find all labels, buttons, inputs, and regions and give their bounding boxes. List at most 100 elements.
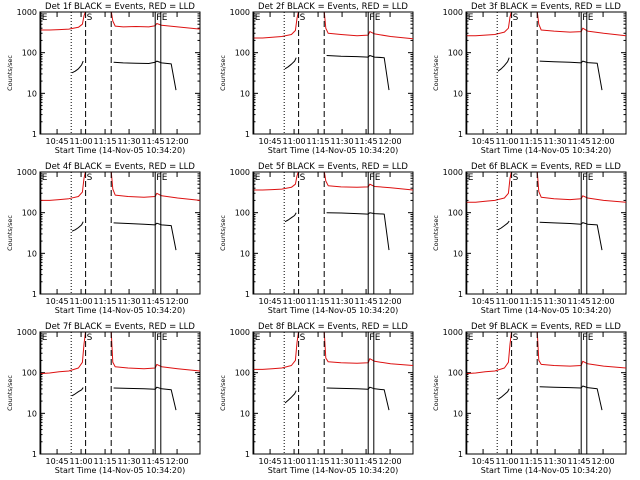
- plot-area: [253, 12, 413, 91]
- marker-label: E: [42, 333, 48, 343]
- marker-label: F: [582, 333, 587, 343]
- events-series-line: [539, 60, 603, 91]
- lld-series-line: [40, 332, 200, 375]
- x-tick-label: 11:30: [331, 457, 354, 466]
- lld-series-line: [253, 332, 413, 370]
- x-axis-label: Start Time (14-Nov-05 10:34:20): [268, 146, 398, 155]
- events-series-line: [497, 220, 510, 231]
- y-tick-label: 1: [245, 290, 250, 299]
- panel-title: Det 7f BLACK = Events, RED = LLD: [45, 322, 195, 332]
- plot-area: [40, 172, 200, 251]
- events-series-line: [284, 212, 297, 223]
- x-tick-label: 11:30: [118, 137, 141, 146]
- marker-label: E: [375, 333, 381, 343]
- x-tick-label: 11:45: [568, 457, 591, 466]
- y-tick-label: 100: [235, 49, 250, 58]
- y-tick-label: 10: [240, 89, 250, 98]
- detector-panel-3: Det 3f BLACK = Events, RED = LLD 1 10 100 10…: [432, 2, 627, 155]
- x-axis-label: Start Time (14-Nov-05 10:34:20): [481, 466, 611, 475]
- plot-frame: [252, 11, 414, 135]
- panel-title: Det 8f BLACK = Events, RED = LLD: [258, 322, 408, 332]
- panel-title: Det 2f BLACK = Events, RED = LLD: [258, 2, 408, 12]
- x-tick-label: 12:00: [592, 297, 615, 306]
- x-tick-label: 10:45: [472, 137, 495, 146]
- y-tick-label: 1: [245, 130, 250, 139]
- marker-label: E: [162, 13, 168, 23]
- x-tick-label: 11:30: [331, 137, 354, 146]
- marker-label: E: [588, 13, 594, 23]
- y-tick-label: 1: [32, 450, 37, 459]
- plot-frame: [465, 331, 627, 455]
- marker-label: E: [588, 333, 594, 343]
- y-tick-label: 1000: [443, 168, 463, 177]
- y-tick-label: 1000: [230, 168, 250, 177]
- marker-label: F: [156, 333, 161, 343]
- marker-label: E: [42, 13, 48, 23]
- x-tick-label: 12:00: [592, 457, 615, 466]
- x-tick-label: 11:00: [283, 457, 306, 466]
- marker-label: E: [255, 13, 261, 23]
- y-tick-label: 100: [22, 209, 37, 218]
- x-tick-label: 12:00: [166, 297, 189, 306]
- detector-panel-1: Det 1f BLACK = Events, RED = LLD 1 10 100 10…: [6, 2, 201, 155]
- marker-label: F: [369, 333, 374, 343]
- lld-series-line: [466, 12, 626, 37]
- x-tick-label: 11:45: [568, 137, 591, 146]
- x-tick-label: 11:15: [307, 137, 330, 146]
- plot-frame: [465, 171, 627, 295]
- plot-frame: [39, 11, 201, 135]
- x-tick-label: 11:45: [355, 297, 378, 306]
- x-tick-label: 11:00: [70, 137, 93, 146]
- marker-label: E: [468, 333, 474, 343]
- events-series-line: [284, 57, 297, 70]
- y-tick-label: 100: [448, 209, 463, 218]
- x-tick-label: 11:15: [520, 137, 543, 146]
- x-tick-label: 11:30: [544, 457, 567, 466]
- x-tick-label: 10:45: [259, 457, 282, 466]
- marker-label: E: [255, 333, 261, 343]
- x-tick-label: 11:30: [118, 457, 141, 466]
- x-tick-label: 10:45: [472, 297, 495, 306]
- x-tick-label: 11:15: [520, 297, 543, 306]
- y-tick-label: 100: [448, 49, 463, 58]
- events-series-line: [113, 222, 177, 251]
- x-tick-label: 12:00: [379, 297, 402, 306]
- marker-label: F: [582, 173, 587, 183]
- y-axis-label: Counts/sec: [219, 215, 227, 251]
- x-tick-label: 12:00: [592, 137, 615, 146]
- panel-title: Det 9f BLACK = Events, RED = LLD: [471, 322, 621, 332]
- y-axis-label: Counts/sec: [219, 375, 227, 411]
- marker-label: S: [300, 333, 306, 343]
- x-tick-label: 12:00: [379, 457, 402, 466]
- y-axis-label: Counts/sec: [219, 55, 227, 91]
- marker-label: E: [588, 173, 594, 183]
- lld-series-line: [253, 12, 413, 40]
- y-tick-label: 100: [235, 369, 250, 378]
- x-tick-label: 12:00: [379, 137, 402, 146]
- marker-label: E: [255, 173, 261, 183]
- x-tick-label: 11:00: [283, 297, 306, 306]
- x-tick-label: 11:30: [544, 297, 567, 306]
- y-tick-label: 1000: [230, 8, 250, 17]
- y-tick-label: 10: [453, 89, 463, 98]
- lld-series-line: [253, 172, 413, 191]
- x-axis-label: Start Time (14-Nov-05 10:34:20): [481, 306, 611, 315]
- plot-area: [253, 172, 413, 251]
- events-series-line: [113, 386, 177, 411]
- y-tick-label: 100: [22, 369, 37, 378]
- y-tick-label: 1: [245, 450, 250, 459]
- x-tick-label: 11:30: [118, 297, 141, 306]
- lld-series-line: [40, 12, 200, 31]
- plot-area: [466, 332, 626, 411]
- marker-label: S: [87, 13, 93, 23]
- x-tick-label: 12:00: [166, 457, 189, 466]
- panel-title: Det 1f BLACK = Events, RED = LLD: [45, 2, 195, 12]
- x-tick-label: 11:00: [496, 457, 519, 466]
- y-tick-label: 10: [453, 409, 463, 418]
- events-series-line: [284, 390, 297, 404]
- x-tick-label: 11:15: [94, 457, 117, 466]
- x-tick-label: 11:30: [544, 137, 567, 146]
- x-tick-label: 11:15: [307, 457, 330, 466]
